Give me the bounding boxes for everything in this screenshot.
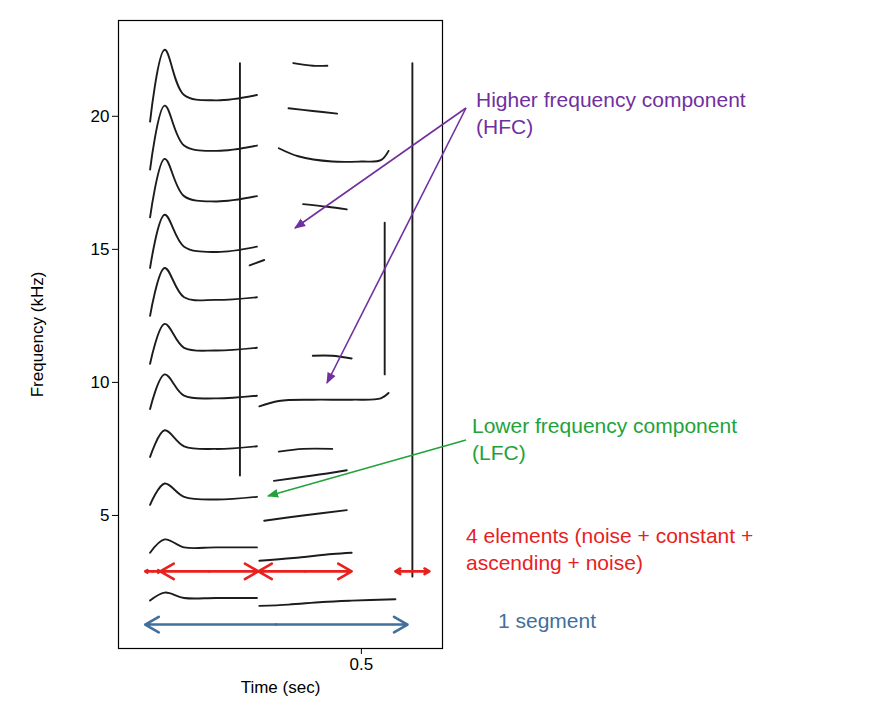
svg-text:0.5: 0.5 — [350, 655, 374, 674]
svg-text:Time (sec): Time (sec) — [241, 678, 321, 697]
svg-text:10: 10 — [91, 373, 110, 392]
svg-text:Lower frequency component(LFC): Lower frequency component(LFC) — [472, 414, 737, 464]
svg-text:Higher frequency component(HFC: Higher frequency component(HFC) — [476, 88, 746, 138]
svg-text:4 elements (noise + constant +: 4 elements (noise + constant +ascending … — [466, 524, 753, 574]
svg-text:15: 15 — [91, 240, 110, 259]
svg-text:1 segment: 1 segment — [498, 609, 596, 632]
svg-text:20: 20 — [91, 107, 110, 126]
svg-text:Frequency (kHz): Frequency (kHz) — [28, 272, 47, 398]
svg-text:5: 5 — [100, 506, 109, 525]
